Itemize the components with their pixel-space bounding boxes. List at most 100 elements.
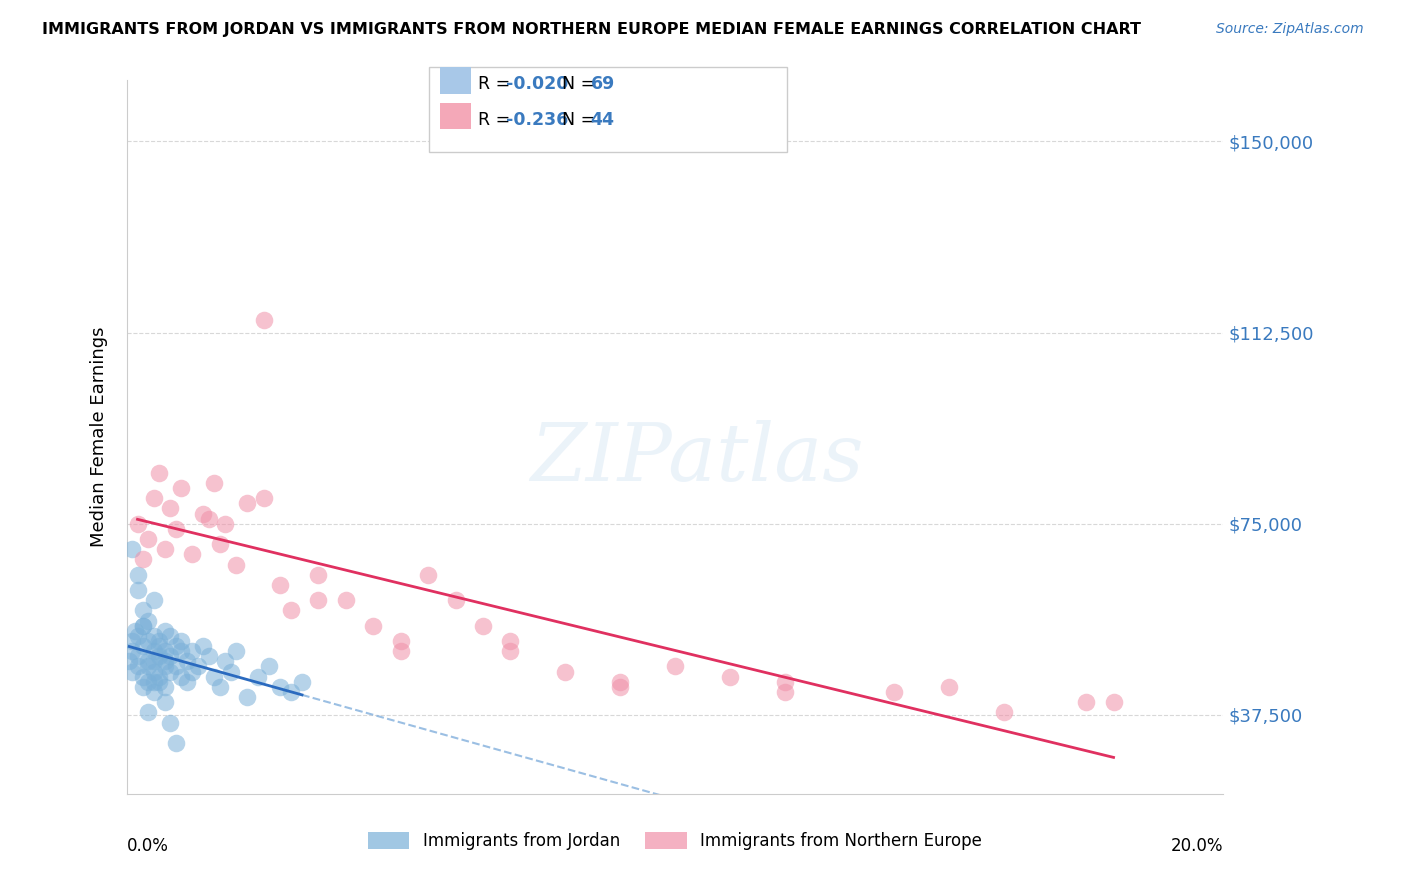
Point <box>143 674 166 689</box>
Point <box>499 634 522 648</box>
Point <box>124 624 146 638</box>
Point <box>132 670 155 684</box>
Point <box>143 665 166 679</box>
Point <box>176 654 198 668</box>
Point <box>138 634 160 648</box>
Point <box>165 736 187 750</box>
Point <box>609 680 631 694</box>
Point <box>193 639 215 653</box>
Point <box>187 659 209 673</box>
Point <box>143 685 166 699</box>
Point <box>202 670 225 684</box>
Point <box>214 654 236 668</box>
Point <box>132 618 155 632</box>
Point <box>138 654 160 668</box>
Point <box>225 558 247 572</box>
Point <box>148 639 170 653</box>
Point <box>127 649 149 664</box>
Text: Source: ZipAtlas.com: Source: ZipAtlas.com <box>1216 22 1364 37</box>
Text: IMMIGRANTS FROM JORDAN VS IMMIGRANTS FROM NORTHERN EUROPE MEDIAN FEMALE EARNINGS: IMMIGRANTS FROM JORDAN VS IMMIGRANTS FRO… <box>42 22 1142 37</box>
Point <box>225 644 247 658</box>
Point <box>159 501 181 516</box>
Point <box>153 680 176 694</box>
Point <box>236 496 259 510</box>
Point <box>280 685 302 699</box>
Point <box>247 670 270 684</box>
Point <box>153 654 176 668</box>
Point <box>138 532 160 546</box>
Point <box>138 614 160 628</box>
Point <box>132 618 155 632</box>
Text: ZIPatlas: ZIPatlas <box>530 420 863 497</box>
Point <box>153 695 176 709</box>
Point <box>121 634 143 648</box>
Point <box>308 593 330 607</box>
Point <box>127 629 149 643</box>
Point <box>389 644 412 658</box>
Point <box>127 659 149 673</box>
Point <box>181 547 204 561</box>
Point <box>269 680 291 694</box>
Point <box>170 634 193 648</box>
Point <box>193 507 215 521</box>
Point <box>153 542 176 557</box>
Text: R =: R = <box>478 75 516 93</box>
Point <box>148 670 170 684</box>
Point <box>121 542 143 557</box>
Point <box>170 644 193 658</box>
Point <box>143 593 166 607</box>
Point <box>181 644 204 658</box>
Point <box>127 567 149 582</box>
Point <box>554 665 576 679</box>
Point <box>883 685 905 699</box>
Point <box>472 618 495 632</box>
Point <box>308 567 330 582</box>
Legend: Immigrants from Jordan, Immigrants from Northern Europe: Immigrants from Jordan, Immigrants from … <box>361 825 988 857</box>
Point <box>143 491 166 506</box>
Point <box>159 649 181 664</box>
Text: 69: 69 <box>591 75 614 93</box>
Point <box>170 670 193 684</box>
Point <box>121 665 143 679</box>
Text: R =: R = <box>478 111 516 128</box>
Point <box>1076 695 1098 709</box>
Text: N =: N = <box>562 111 602 128</box>
Point <box>257 659 280 673</box>
Point <box>121 644 143 658</box>
Point <box>159 715 181 730</box>
Point <box>138 674 160 689</box>
Point <box>773 674 796 689</box>
Point <box>938 680 960 694</box>
Point <box>499 644 522 658</box>
Point <box>127 582 149 597</box>
Point <box>236 690 259 704</box>
Point <box>269 578 291 592</box>
Point <box>132 680 155 694</box>
Point <box>291 674 314 689</box>
Point <box>197 649 219 664</box>
Point <box>993 706 1015 720</box>
Text: 0.0%: 0.0% <box>127 837 169 855</box>
Point <box>148 466 170 480</box>
Point <box>153 624 176 638</box>
Point <box>418 567 440 582</box>
Y-axis label: Median Female Earnings: Median Female Earnings <box>90 326 108 548</box>
Point <box>132 603 155 617</box>
Point <box>214 516 236 531</box>
Point <box>127 516 149 531</box>
Point <box>202 475 225 490</box>
Point <box>143 644 166 658</box>
Point <box>1102 695 1125 709</box>
Point <box>253 313 276 327</box>
Point <box>219 665 242 679</box>
Text: N =: N = <box>562 75 602 93</box>
Point <box>773 685 796 699</box>
Text: 44: 44 <box>591 111 614 128</box>
Point <box>143 654 166 668</box>
Point <box>181 665 204 679</box>
Point <box>132 639 155 653</box>
Point <box>170 481 193 495</box>
Text: 20.0%: 20.0% <box>1171 837 1223 855</box>
Point <box>165 659 187 673</box>
Point <box>389 634 412 648</box>
